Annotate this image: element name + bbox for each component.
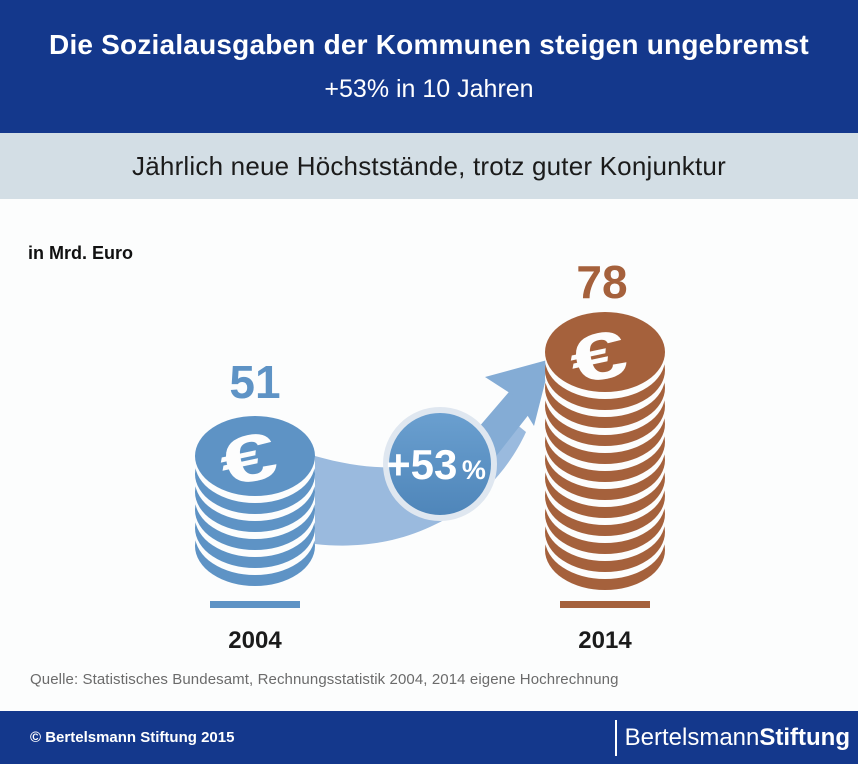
coin-stack-2004 xyxy=(195,416,315,586)
axis-underline-2004 xyxy=(210,601,300,608)
axis-underline-2014 xyxy=(560,601,650,608)
change-badge-text: +53 % xyxy=(386,441,486,488)
chart-canvas: € € 51 78 2004 2014 +53 % xyxy=(195,256,665,654)
page-title: Die Sozialausgaben der Kommunen steigen … xyxy=(49,29,809,60)
coin-stack-2014 xyxy=(545,312,665,590)
coin xyxy=(195,416,315,496)
source-note: Quelle: Statistisches Bundesamt, Rechnun… xyxy=(30,671,619,688)
chart-area: € € 51 78 2004 2014 +53 % in Mrd. Euro Q xyxy=(0,199,858,711)
key-message-text: Jährlich neue Höchststände, trotz guter … xyxy=(132,150,726,181)
key-message-band: Jährlich neue Höchststände, trotz guter … xyxy=(0,133,858,199)
value-label-2014: 78 xyxy=(576,256,627,308)
logo-name: Bertelsmann xyxy=(624,723,760,751)
coin-euro-symbols: € € xyxy=(213,316,633,501)
header: Die Sozialausgaben der Kommunen steigen … xyxy=(0,0,858,133)
change-badge-circle xyxy=(383,407,497,521)
logo-suffix: Stiftung xyxy=(759,723,850,751)
value-label-2004: 51 xyxy=(229,356,280,408)
change-badge: +53 % xyxy=(383,407,497,521)
footer: © Bertelsmann Stiftung 2015 BertelsmannS… xyxy=(0,711,858,764)
coin xyxy=(545,312,665,392)
copyright-text: © Bertelsmann Stiftung 2015 xyxy=(30,729,235,746)
page-subtitle: +53% in 10 Jahren xyxy=(324,75,534,103)
logo-separator-bar xyxy=(614,719,617,756)
unit-label: in Mrd. Euro xyxy=(28,243,133,263)
year-label-2014: 2014 xyxy=(578,627,632,654)
bertelsmann-stiftung-logo: BertelsmannStiftung xyxy=(614,719,850,756)
year-label-2004: 2004 xyxy=(228,627,282,654)
growth-arrow-head-icon xyxy=(485,359,551,426)
